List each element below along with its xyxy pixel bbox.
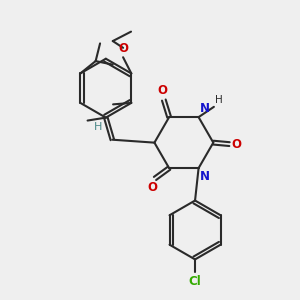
Text: O: O — [118, 42, 128, 55]
Text: O: O — [232, 138, 242, 151]
Text: H: H — [94, 122, 102, 132]
Text: O: O — [158, 84, 167, 97]
Text: H: H — [215, 95, 223, 105]
Text: N: N — [200, 170, 210, 184]
Text: N: N — [200, 102, 210, 115]
Text: O: O — [148, 181, 158, 194]
Text: Cl: Cl — [189, 275, 201, 288]
